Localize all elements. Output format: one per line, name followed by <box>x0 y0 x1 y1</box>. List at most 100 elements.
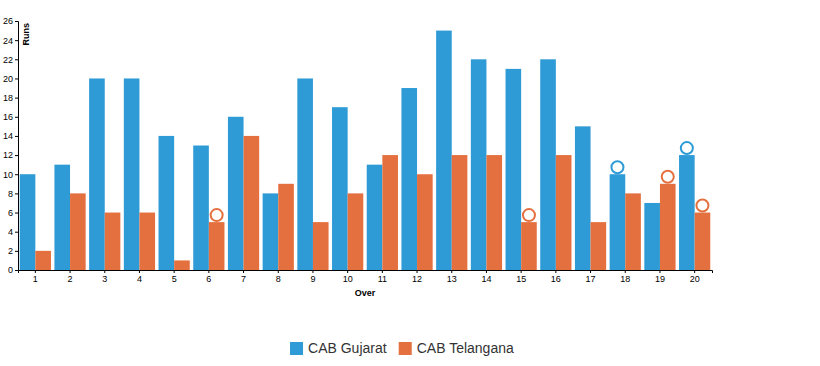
legend-item: CAB Gujarat <box>290 340 387 356</box>
tick-mark <box>15 40 18 41</box>
tick-mark <box>15 117 18 118</box>
tick-mark <box>625 270 626 273</box>
bar <box>54 165 70 270</box>
tick: 10 <box>343 270 353 284</box>
tick: 14 <box>3 131 18 141</box>
bar <box>20 174 36 270</box>
tick-label: 6 <box>206 274 211 284</box>
tick-mark <box>15 270 18 271</box>
tick-label: 22 <box>3 55 13 65</box>
tick-label: 1 <box>33 274 38 284</box>
tick-label: 3 <box>102 274 107 284</box>
tick-mark <box>174 270 175 273</box>
wickets <box>611 142 692 173</box>
tick: 12 <box>3 150 18 160</box>
bar <box>278 184 294 270</box>
tick-label: 24 <box>3 36 13 46</box>
bars <box>20 31 711 270</box>
bar <box>70 193 86 270</box>
bar <box>348 193 364 270</box>
bar <box>401 88 417 270</box>
tick: 19 <box>655 270 665 284</box>
legend-item: CAB Telangana <box>399 340 514 356</box>
bar <box>540 59 556 270</box>
bar <box>35 251 51 270</box>
bar <box>506 69 522 270</box>
bar <box>367 165 383 270</box>
tick: 7 <box>241 270 246 284</box>
tick-mark <box>659 270 660 273</box>
tick: 4 <box>137 270 142 284</box>
y-axis: 02468101214161820222426 <box>3 16 19 275</box>
tick-label: 8 <box>276 274 281 284</box>
tick-mark <box>417 270 418 273</box>
tick-mark <box>15 193 18 194</box>
tick: 20 <box>3 74 18 84</box>
tick-mark <box>35 270 36 273</box>
bar <box>124 78 140 270</box>
bar <box>193 146 209 271</box>
tick-label: 16 <box>551 274 561 284</box>
tick-label: 2 <box>8 246 13 256</box>
tick: 2 <box>68 270 73 284</box>
tick-mark <box>590 270 591 273</box>
bar <box>332 107 348 270</box>
tick: 14 <box>481 270 491 284</box>
tick-label: 13 <box>447 274 457 284</box>
bar <box>89 78 105 270</box>
tick: 9 <box>310 270 315 284</box>
tick: 12 <box>412 270 422 284</box>
tick-mark <box>347 270 348 273</box>
tick-mark <box>451 270 452 273</box>
legend: CAB Gujarat CAB Telangana <box>290 340 514 356</box>
tick-mark <box>15 59 18 60</box>
tick: 18 <box>620 270 630 284</box>
bar <box>452 155 468 270</box>
x-axis-title: Over <box>355 288 376 298</box>
tick-label: 17 <box>586 274 596 284</box>
tick: 20 <box>690 270 700 284</box>
bar <box>625 193 641 270</box>
tick-mark <box>555 270 556 273</box>
tick-mark <box>382 270 383 273</box>
tick-label: 26 <box>3 16 13 26</box>
tick-mark <box>278 270 279 273</box>
bar <box>556 155 572 270</box>
wickets <box>211 171 709 221</box>
tick: 3 <box>102 270 107 284</box>
tick: 11 <box>378 270 387 284</box>
bar <box>174 260 190 270</box>
wicket-marker <box>681 142 693 154</box>
tick-mark <box>15 21 18 22</box>
tick-label: 12 <box>412 274 422 284</box>
tick-mark <box>15 136 18 137</box>
tick: 22 <box>3 55 18 65</box>
bar <box>610 174 626 270</box>
series <box>35 136 710 270</box>
tick-label: 14 <box>481 274 491 284</box>
axis-line <box>15 22 19 271</box>
tick-mark <box>104 270 105 273</box>
tick-label: 12 <box>3 150 13 160</box>
tick-mark <box>312 270 313 273</box>
bar <box>695 213 711 270</box>
bar <box>297 78 313 270</box>
tick: 4 <box>8 227 18 237</box>
bar <box>382 155 398 270</box>
bar <box>263 193 279 270</box>
bar <box>471 59 487 270</box>
bar <box>105 213 121 270</box>
tick-mark <box>70 270 71 273</box>
wicket-marker <box>696 200 708 212</box>
tick-label: 2 <box>68 274 73 284</box>
tick-mark <box>15 155 18 156</box>
tick-mark <box>208 270 209 273</box>
legend-swatch <box>399 342 412 355</box>
tick: 6 <box>8 208 18 218</box>
tick: 17 <box>586 270 596 284</box>
tick-mark <box>521 270 522 273</box>
tick: 26 <box>3 16 18 26</box>
tick: 15 <box>516 270 526 284</box>
tick-label: 19 <box>655 274 665 284</box>
tick-label: 11 <box>378 274 387 284</box>
